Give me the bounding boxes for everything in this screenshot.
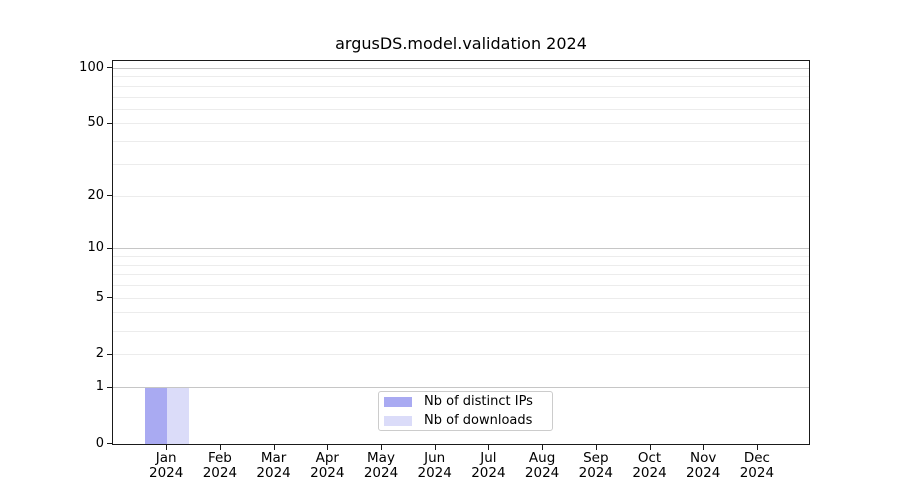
- x-tick: [166, 445, 168, 450]
- x-tick-month: Mar: [260, 450, 287, 466]
- y-tick-label: 0: [95, 435, 104, 451]
- y-tick: [107, 443, 112, 444]
- bar-downloads: [167, 387, 190, 444]
- legend-label-distinct-ips: Nb of distinct IPs: [424, 394, 533, 409]
- y-tick: [107, 122, 112, 124]
- x-tick-month: Jul: [480, 450, 497, 466]
- x-tick-month: Oct: [637, 450, 662, 466]
- y-gridline-minor: [113, 354, 809, 356]
- x-tick: [434, 445, 436, 450]
- x-tick: [327, 445, 329, 450]
- x-tick: [703, 445, 705, 450]
- y-gridline-minor: [113, 297, 809, 299]
- y-tick-label: 5: [95, 289, 104, 305]
- x-tick: [595, 445, 597, 450]
- x-tick-label: Jun 2024: [395, 451, 475, 481]
- x-tick-year: 2024: [149, 465, 184, 481]
- y-tick-label: 20: [87, 187, 104, 203]
- y-gridline-minor: [113, 285, 809, 287]
- x-tick: [381, 445, 382, 450]
- y-gridline-minor: [113, 330, 809, 332]
- x-tick-month: Jun: [424, 450, 446, 466]
- x-tick: [542, 445, 544, 450]
- y-gridline-minor: [113, 123, 809, 125]
- x-tick-year: 2024: [310, 465, 345, 481]
- y-tick: [107, 67, 112, 69]
- x-tick-month: May: [367, 450, 395, 466]
- x-tick-label: Sep 2024: [556, 451, 636, 481]
- y-gridline-major: [113, 248, 809, 250]
- y-tick-label: 10: [87, 240, 104, 256]
- y-gridline-minor: [113, 163, 809, 165]
- y-gridline-minor: [113, 85, 809, 87]
- legend-item-distinct-ips: Nb of distinct IPs: [379, 392, 552, 411]
- x-tick-year: 2024: [417, 465, 452, 481]
- bar-distinct-ips: [145, 387, 168, 444]
- y-gridline-minor: [113, 256, 809, 258]
- y-tick: [107, 247, 112, 249]
- x-tick-label: May 2024: [341, 451, 421, 481]
- y-gridline-minor: [113, 76, 809, 78]
- x-tick-month: Feb: [207, 450, 232, 466]
- x-tick: [756, 445, 758, 450]
- y-gridline-minor: [113, 195, 809, 197]
- y-gridline-minor: [113, 264, 809, 266]
- y-gridline-major: [113, 387, 809, 389]
- chart-title: argusDS.model.validation 2024: [335, 34, 587, 53]
- y-tick: [107, 297, 112, 299]
- x-tick-month: Sep: [583, 450, 609, 466]
- plot-area: [112, 60, 810, 445]
- y-tick: [107, 195, 112, 197]
- x-tick-label: Apr 2024: [287, 451, 367, 481]
- y-tick-label: 2: [95, 346, 104, 362]
- x-tick-label: Feb 2024: [180, 451, 260, 481]
- x-tick-month: Dec: [743, 450, 770, 466]
- x-tick-month: Aug: [528, 450, 556, 466]
- x-tick-label: Mar 2024: [234, 451, 314, 481]
- y-tick-label: 1: [95, 379, 104, 395]
- legend-label-downloads: Nb of downloads: [424, 413, 533, 428]
- x-tick-year: 2024: [578, 465, 613, 481]
- legend-swatch-downloads: [384, 415, 412, 426]
- y-gridline-minor: [113, 96, 809, 98]
- x-tick-label: Jul 2024: [448, 451, 528, 481]
- y-tick-label: 50: [87, 115, 104, 131]
- x-tick-year: 2024: [471, 465, 506, 481]
- x-tick: [219, 445, 221, 450]
- x-tick-year: 2024: [632, 465, 667, 481]
- x-tick-month: Nov: [690, 450, 717, 466]
- x-tick-month: Apr: [315, 450, 339, 466]
- y-gridline-minor: [113, 312, 809, 314]
- x-tick-label: Aug 2024: [502, 451, 582, 481]
- x-tick: [273, 445, 275, 450]
- legend: Nb of distinct IPs Nb of downloads: [378, 391, 553, 431]
- x-tick-year: 2024: [524, 465, 560, 481]
- x-tick-year: 2024: [686, 465, 721, 481]
- legend-item-downloads: Nb of downloads: [379, 411, 552, 430]
- x-tick-year: 2024: [256, 465, 291, 481]
- x-tick-year: 2024: [202, 465, 238, 481]
- x-tick-label: Nov 2024: [663, 451, 743, 481]
- x-tick-year: 2024: [363, 465, 399, 481]
- y-tick: [107, 386, 112, 388]
- y-gridline-minor: [113, 141, 809, 143]
- y-gridline-minor: [113, 108, 809, 110]
- x-tick-label: Oct 2024: [610, 451, 690, 481]
- x-tick-year: 2024: [739, 465, 775, 481]
- x-tick: [488, 445, 490, 450]
- x-tick-month: Jan: [155, 450, 177, 466]
- legend-swatch-distinct-ips: [384, 396, 412, 407]
- y-tick-label: 100: [79, 59, 104, 75]
- y-tick: [107, 353, 112, 355]
- y-gridline-minor: [113, 274, 809, 276]
- x-tick-label: Jan 2024: [126, 451, 206, 481]
- x-tick-label: Dec 2024: [717, 451, 797, 481]
- y-gridline-major: [113, 67, 809, 69]
- x-tick: [649, 445, 651, 450]
